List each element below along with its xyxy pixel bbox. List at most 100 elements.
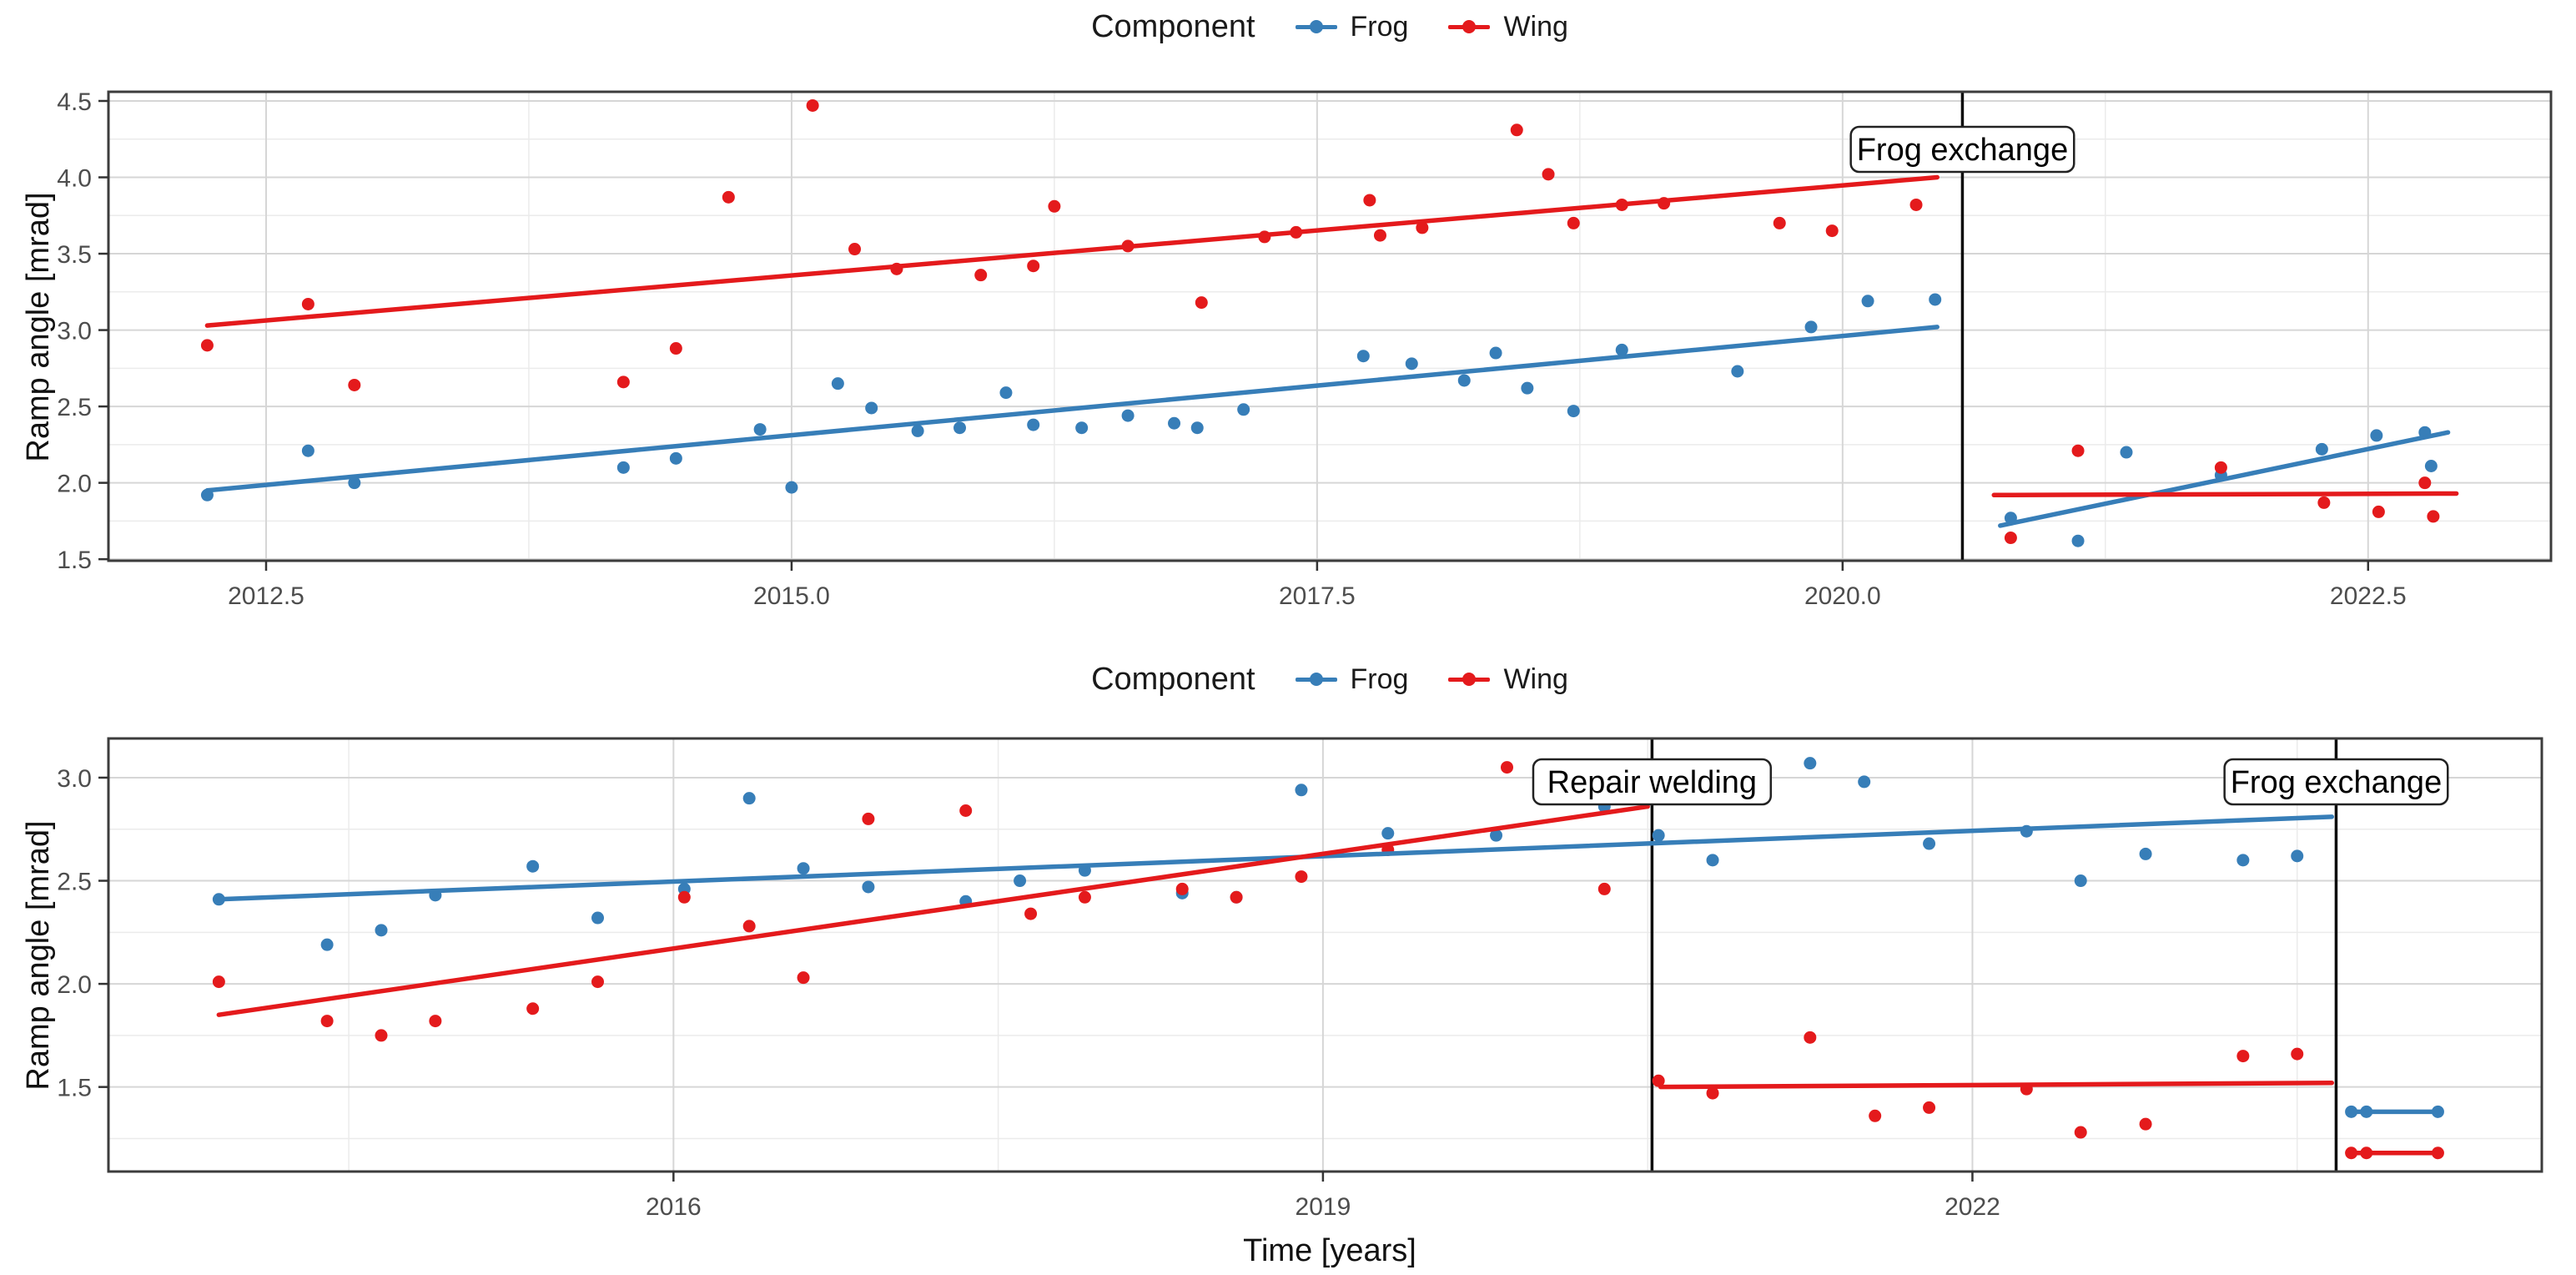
wing-data-point bbox=[1510, 123, 1523, 137]
frog-data-point bbox=[616, 461, 630, 474]
wing-data-point bbox=[301, 297, 314, 310]
frog-data-point bbox=[2370, 429, 2383, 442]
frog-data-point bbox=[2291, 849, 2304, 863]
wing-data-point bbox=[1652, 1074, 1665, 1087]
wing-data-point bbox=[959, 804, 973, 817]
wing-data-point bbox=[591, 975, 605, 989]
frog-data-point bbox=[1190, 421, 1204, 435]
legend-top: Component Frog Wing bbox=[108, 5, 2551, 48]
frog-data-point bbox=[2139, 847, 2152, 860]
legend-label-frog: Frog bbox=[1350, 663, 1409, 695]
wing-data-point bbox=[974, 269, 988, 282]
frog-data-point bbox=[1861, 295, 1874, 308]
frog-data-point bbox=[1706, 854, 1719, 867]
y-tick-label: 2.0 bbox=[57, 471, 92, 498]
frog-data-point bbox=[865, 401, 878, 415]
wing-data-point bbox=[1773, 216, 1786, 229]
frog-data-point bbox=[1858, 775, 1871, 789]
wing-data-point bbox=[677, 890, 691, 904]
wing-data-point bbox=[1597, 882, 1611, 895]
y-tick-label: 3.0 bbox=[57, 765, 92, 793]
wing-data-point bbox=[1869, 1109, 1882, 1122]
wing-data-point bbox=[2418, 476, 2432, 490]
y-tick-label: 2.5 bbox=[57, 869, 92, 896]
wing-trend-line bbox=[204, 174, 1940, 328]
frog-data-point bbox=[862, 880, 875, 894]
frog-data-point bbox=[2071, 534, 2085, 547]
x-tick-label: 2022 bbox=[1945, 1193, 2000, 1221]
frog-legend-marker-icon bbox=[1295, 673, 1337, 686]
wing-data-point bbox=[320, 1015, 334, 1028]
wing-data-point bbox=[742, 920, 756, 933]
wing-data-point bbox=[1048, 199, 1061, 213]
frog-data-point bbox=[1615, 343, 1628, 356]
event-label: Frog exchange bbox=[1857, 133, 2069, 168]
wing-data-point bbox=[722, 190, 735, 204]
wing-data-point bbox=[1373, 229, 1386, 242]
frog-data-point bbox=[591, 911, 605, 925]
frog-data-point bbox=[348, 476, 361, 490]
frog-data-point bbox=[2424, 460, 2438, 473]
frog-data-point bbox=[1521, 381, 1534, 395]
wing-data-point bbox=[1923, 1101, 1936, 1114]
frog-data-point bbox=[526, 859, 540, 873]
frog-data-point bbox=[1457, 374, 1471, 387]
wing-data-point bbox=[669, 342, 682, 355]
wing-data-point bbox=[2372, 505, 2385, 518]
wing-data-point bbox=[2214, 461, 2227, 474]
frog-data-point bbox=[1923, 837, 1936, 850]
x-tick-label: 2012.5 bbox=[228, 582, 304, 610]
frog-data-point bbox=[1804, 757, 1817, 770]
frog-data-point bbox=[1356, 350, 1370, 363]
wing-data-point bbox=[1567, 216, 1580, 229]
x-tick-label: 2020.0 bbox=[1804, 582, 1881, 610]
wing-trend-line bbox=[1991, 491, 2459, 498]
frog-data-point bbox=[1567, 405, 1580, 418]
legend-item-wing: Wing bbox=[1448, 663, 1568, 696]
y-tick-label: 3.5 bbox=[57, 241, 92, 269]
legend-title: Component bbox=[1091, 661, 1255, 697]
frog-data-point bbox=[1168, 416, 1181, 430]
legend-title: Component bbox=[1091, 8, 1255, 44]
wing-data-point bbox=[616, 375, 630, 389]
wing-data-point bbox=[2074, 1126, 2087, 1139]
wing-data-point bbox=[1024, 907, 1038, 920]
x-tick-label: 2017.5 bbox=[1279, 582, 1356, 610]
x-axis-title: Time [years] bbox=[1243, 1233, 1416, 1268]
legend-item-frog: Frog bbox=[1295, 10, 1409, 43]
frog-trend-line bbox=[204, 325, 1940, 493]
x-tick-label: 2016 bbox=[646, 1193, 702, 1221]
wing-data-point bbox=[862, 812, 875, 825]
wing-data-point bbox=[375, 1029, 388, 1042]
event-label: Frog exchange bbox=[2231, 765, 2443, 800]
frog-trend-line bbox=[1998, 430, 2451, 528]
y-tick-label: 4.5 bbox=[57, 88, 92, 116]
wing-data-point bbox=[2427, 510, 2440, 523]
wing-data-point bbox=[1825, 224, 1839, 238]
legend-item-frog: Frog bbox=[1295, 663, 1409, 696]
frog-data-point bbox=[320, 938, 334, 951]
frog-data-point bbox=[1929, 293, 1942, 306]
wing-data-point bbox=[1706, 1086, 1719, 1100]
wing-data-point bbox=[212, 975, 225, 989]
event-label-box bbox=[1849, 125, 2075, 174]
wing-data-point bbox=[797, 971, 810, 985]
x-tick-label: 2022.5 bbox=[2330, 582, 2407, 610]
x-tick-label: 2015.0 bbox=[753, 582, 830, 610]
legend-label-frog: Frog bbox=[1350, 10, 1409, 43]
wing-data-point bbox=[348, 378, 361, 391]
wing-data-point bbox=[1175, 882, 1189, 895]
frog-data-point bbox=[1237, 403, 1250, 416]
frog-data-point bbox=[999, 386, 1013, 400]
wing-data-point bbox=[1230, 890, 1243, 904]
wing-data-point bbox=[848, 243, 862, 256]
y-axis-title-bottom: Ramp angle [mrad] bbox=[21, 820, 56, 1091]
wing-data-point bbox=[429, 1015, 442, 1028]
frog-data-point bbox=[753, 423, 767, 436]
panel-background bbox=[108, 92, 2551, 561]
wing-data-point bbox=[1500, 761, 1513, 774]
frog-data-point bbox=[1381, 827, 1395, 840]
wing-trend-line bbox=[216, 804, 1650, 1017]
wing-legend-marker-icon bbox=[1448, 20, 1491, 33]
